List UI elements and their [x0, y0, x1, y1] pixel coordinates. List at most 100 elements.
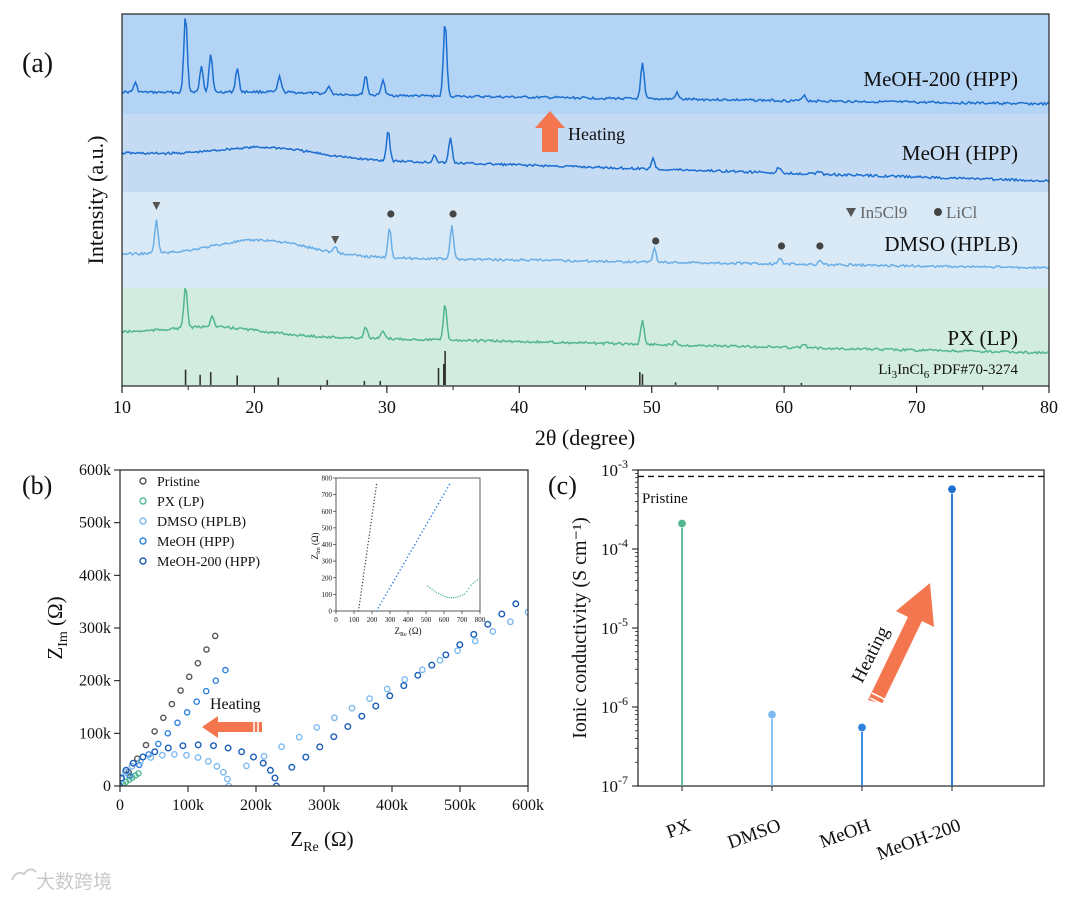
inset-pristine-point: [374, 493, 376, 495]
inset-pristine-point: [373, 499, 375, 502]
x-axis-title-b: ZRe (Ω): [290, 827, 353, 855]
heating-arrow-b: Heating: [202, 696, 262, 738]
meoh-200-point: [271, 774, 279, 782]
inset-meoh-point: [403, 562, 405, 565]
inset-meoh-point: [381, 600, 383, 603]
inset-meoh-point: [401, 566, 403, 568]
arrow-stripe: [869, 697, 885, 706]
legend-label: PX (LP): [157, 495, 204, 510]
meoh-point: [135, 761, 143, 769]
meoh-200-point: [164, 744, 172, 752]
phase-markers: [152, 202, 824, 250]
legend-label: MeOH-200 (HPP): [157, 555, 260, 570]
conductivity-point-dmso: [767, 710, 777, 720]
meoh-point: [212, 677, 220, 685]
panel-c: (c) 10-7 10-6 10-5 10-4 10-3 PX DMSO MeOH MeOH-2…: [548, 457, 1045, 865]
dmso-point: [295, 733, 303, 741]
x-tick-label: 70: [908, 397, 926, 417]
dmso-point: [401, 676, 409, 683]
pristine-point: [142, 741, 150, 749]
dmso-point: [471, 637, 479, 645]
panel-b: (b) 0 100k 200k 300k 400k 500k 600k 0 100k 200k 30…: [22, 462, 544, 855]
inset-px-point: [444, 595, 446, 598]
inset-meoh-point: [448, 483, 451, 486]
inset-pristine-point: [364, 562, 366, 565]
dmso-point: [330, 714, 338, 722]
conductivity-point-px: [677, 519, 687, 529]
inset-px-point: [453, 596, 455, 599]
legend-b: Pristine PX (LP) DMSO (HPLB) MeOH (HPP) MeOH…: [139, 475, 260, 570]
inset-meoh-point: [424, 524, 427, 527]
nyquist-points: [120, 600, 528, 786]
inset-meoh-point: [399, 569, 402, 571]
inset-px-point: [440, 594, 442, 596]
inset-y-tick-label: 100: [322, 591, 333, 599]
inset-pristine-point: [362, 578, 364, 581]
y-tick-label: 500k: [79, 515, 111, 532]
inset-pristine-point: [358, 604, 361, 606]
dmso-point: [170, 751, 178, 758]
x-tick-label: 500k: [444, 797, 476, 814]
dmso-point: [204, 757, 212, 765]
inset-pristine-point: [364, 566, 366, 568]
inset-y-title: ZIm (Ω): [310, 532, 322, 559]
inset-px-point: [466, 591, 468, 593]
panel-a-label: (a): [22, 48, 53, 79]
inset-pristine-point: [358, 607, 360, 609]
inset-pristine-point: [369, 525, 372, 527]
meoh-200-point: [179, 742, 187, 750]
inset-x-tick-label: 0: [334, 616, 338, 624]
dmso-point: [489, 628, 497, 635]
legend-marker: [139, 497, 147, 505]
inset-meoh-point: [383, 597, 385, 600]
inset-px-point: [427, 585, 429, 587]
inset-px-point: [433, 590, 435, 592]
inset-px-point: [468, 587, 470, 590]
dmso-point: [418, 666, 426, 674]
inset-pristine-point: [360, 588, 363, 590]
inset-y-tick-label: 0: [329, 608, 333, 616]
meoh-200-point: [139, 753, 147, 761]
inset-meoh-point: [437, 502, 440, 505]
series-label-meoh-200: MeOH-200 (HPP): [863, 67, 1018, 91]
inset-pristine-point: [371, 512, 374, 514]
pristine-point: [185, 673, 193, 681]
pristine-point: [194, 659, 202, 667]
dmso-point: [147, 754, 155, 761]
meoh-200-point: [209, 742, 217, 750]
inset-meoh-point: [406, 556, 409, 559]
inset-meoh-point: [441, 496, 443, 499]
meoh-200-point: [330, 733, 338, 741]
meoh-200-point: [498, 610, 506, 618]
inset-meoh-point: [434, 509, 436, 511]
meoh-200-point: [428, 661, 436, 669]
watermark: 大数跨境: [36, 871, 112, 893]
dmso-point: [348, 704, 356, 712]
dmso-point: [506, 618, 514, 626]
heating-label-b: Heating: [210, 696, 261, 713]
meoh-200-point: [194, 741, 202, 749]
dmso-point: [260, 752, 268, 760]
meoh-200-point: [288, 763, 296, 771]
pristine-label: Pristine: [642, 491, 688, 507]
inset-meoh-point: [390, 584, 392, 587]
arrow-stripe: [871, 692, 887, 701]
y-tick-label: 0: [103, 778, 111, 795]
xrd-trace-3: [122, 288, 1049, 355]
meoh-200-point: [470, 630, 478, 638]
inset-pristine-point: [365, 556, 367, 558]
inset-meoh-point: [446, 487, 449, 489]
y-axis-title-a: Intensity (a.u.): [83, 136, 108, 265]
meoh-200-point: [512, 600, 520, 608]
legend-marker: [139, 477, 147, 485]
y-tick-label: 100k: [79, 725, 111, 742]
licl-marker: [387, 210, 395, 218]
legend-label: Pristine: [157, 475, 200, 490]
inset-content: 0 100 200 300 400 500 600 700 800 0 100 200 300 400 50…: [322, 475, 486, 625]
pristine-point: [151, 728, 158, 735]
category-label: DMSO: [725, 815, 784, 854]
meoh-200-point: [224, 744, 232, 752]
legend-marker: [139, 537, 147, 545]
inset-y-tick-label: 600: [322, 508, 333, 516]
inset-meoh-point: [404, 559, 407, 562]
